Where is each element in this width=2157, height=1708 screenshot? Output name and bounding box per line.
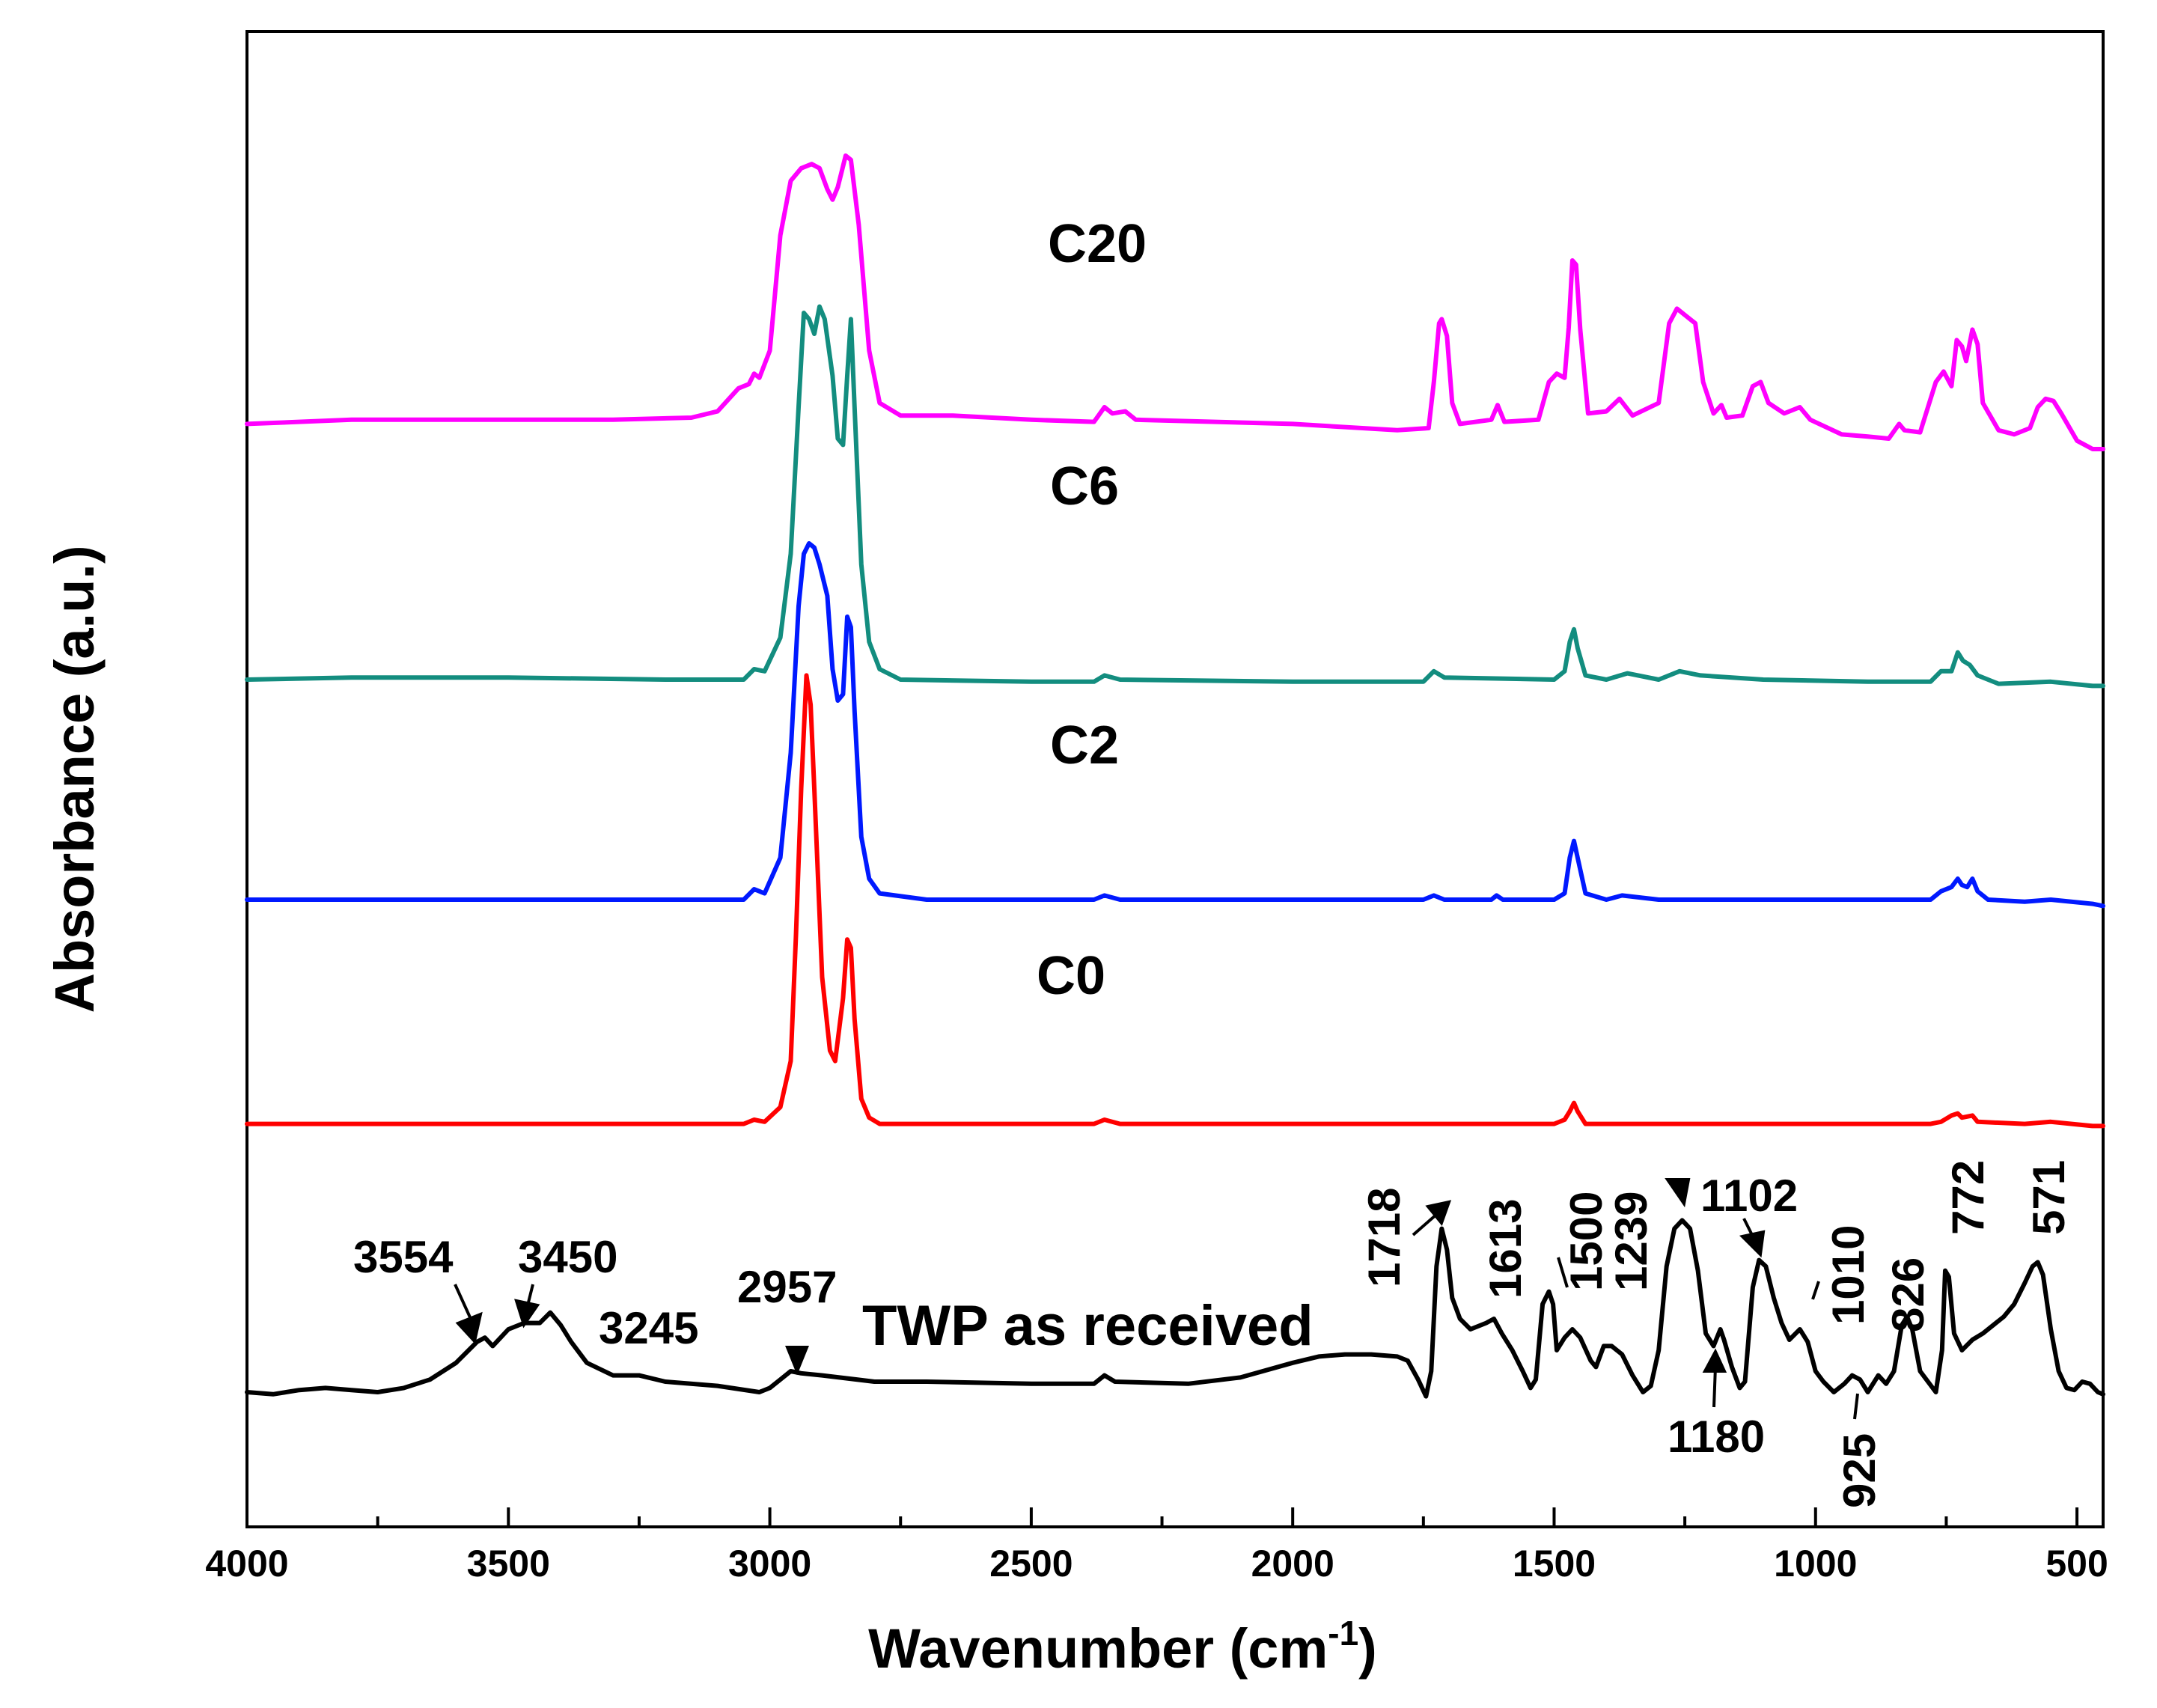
peak-label-1718: 1718: [1359, 1188, 1409, 1287]
peak-label-2957: 2957: [737, 1262, 837, 1312]
arrow-1718: [1412, 1213, 1438, 1236]
x-axis-title-main: Wavenumber (cm: [868, 1617, 1328, 1680]
peak-annotations: 3554 3450 3245 2957 1718 1613 1500 1239 …: [353, 1160, 2074, 1508]
series-label-c20: C20: [1048, 214, 1147, 274]
peak-label-925: 925: [1834, 1433, 1885, 1508]
arrowhead-1102: [1739, 1230, 1766, 1258]
arrow-1180: [1712, 1366, 1717, 1408]
x-axis: 4000 3500 3000 2500 2000 1500 1000 500: [205, 1507, 2108, 1585]
series-line-c20: [245, 153, 2105, 451]
peak-label-1500: 1500: [1561, 1192, 1611, 1291]
series-label-c0: C0: [1037, 946, 1105, 1006]
peak-label-3245: 3245: [599, 1303, 698, 1353]
peak-label-1239: 1239: [1606, 1192, 1656, 1291]
peak-label-772: 772: [1943, 1160, 1993, 1235]
x-tick-label-2000: 2000: [1251, 1543, 1334, 1585]
series-labels: C20 C6 C2 C0 TWP as received: [862, 214, 1314, 1358]
peak-label-3554: 3554: [353, 1232, 454, 1282]
y-axis-title: Absorbance (a.u.): [43, 546, 106, 1013]
peak-label-826: 826: [1883, 1257, 1933, 1332]
x-tick-label-2500: 2500: [989, 1543, 1073, 1585]
x-axis-title: Wavenumber (cm-1): [868, 1614, 1377, 1680]
peak-label-1102: 1102: [1700, 1171, 1798, 1221]
arrow-1500: [1557, 1257, 1569, 1288]
peak-label-1180: 1180: [1668, 1412, 1765, 1462]
x-tick-label-1000: 1000: [1774, 1543, 1857, 1585]
arrowhead-1239: [1665, 1178, 1691, 1208]
x-axis-title-superscript: -1: [1328, 1614, 1358, 1653]
series-label-twp: TWP as received: [862, 1294, 1314, 1358]
series-label-c2: C2: [1050, 716, 1119, 775]
x-tick-label-1500: 1500: [1513, 1543, 1596, 1585]
x-tick-label-3500: 3500: [467, 1543, 550, 1585]
arrow-3554: [454, 1284, 472, 1318]
arrowhead-1180: [1702, 1348, 1727, 1373]
series-layer: [245, 153, 2105, 1399]
peak-label-3450: 3450: [518, 1232, 617, 1282]
series-label-c6: C6: [1050, 457, 1119, 516]
x-tick-label-3000: 3000: [728, 1543, 811, 1585]
x-axis-title-close: ): [1358, 1617, 1377, 1680]
arrow-1010: [1811, 1281, 1820, 1300]
plot-frame: [245, 30, 2105, 1528]
series-line-c6: [245, 304, 2105, 689]
annotation-arrows: [454, 1178, 1859, 1420]
arrowhead-3450: [514, 1299, 540, 1329]
x-tick-label-500: 500: [2045, 1543, 2108, 1585]
peak-label-571: 571: [2024, 1160, 2074, 1235]
arrow-925: [1853, 1393, 1859, 1420]
x-tick-label-4000: 4000: [205, 1543, 288, 1585]
arrow-3450: [527, 1284, 534, 1303]
peak-label-1010: 1010: [1823, 1225, 1873, 1325]
arrowhead-2957: [785, 1346, 809, 1376]
series-line-twp-as-received: [245, 1218, 2105, 1399]
peak-label-1613: 1613: [1480, 1199, 1531, 1299]
series-line-c2: [245, 541, 2105, 909]
series-line-c0: [245, 673, 2105, 1129]
arrowhead-3554: [455, 1311, 483, 1345]
arrowhead-1718: [1425, 1200, 1452, 1227]
